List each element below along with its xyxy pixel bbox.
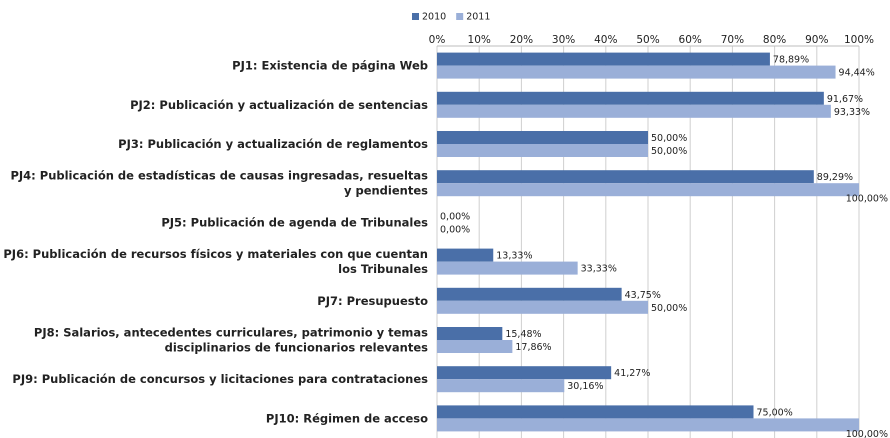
bar xyxy=(437,287,622,301)
category-label: PJ7: Presupuesto xyxy=(317,293,428,307)
category-label: PJ4: Publicación de estadísticas de caus… xyxy=(10,168,428,197)
value-label: 0,00% xyxy=(440,224,470,235)
bar xyxy=(437,91,824,105)
category-label: PJ6: Publicación de recursos físicos y m… xyxy=(3,247,428,276)
x-tick-label: 80% xyxy=(763,34,786,46)
value-label: 75,00% xyxy=(757,407,793,418)
bar xyxy=(437,340,513,353)
value-label: 91,67% xyxy=(827,94,863,105)
bar xyxy=(437,170,814,184)
bar xyxy=(437,144,648,157)
value-label: 89,29% xyxy=(817,172,853,183)
category-label: PJ9: Publicación de concursos y licitaci… xyxy=(12,372,428,386)
x-tick-label: 10% xyxy=(468,34,491,46)
value-label: 0,00% xyxy=(440,211,470,222)
legend-label: 2011 xyxy=(466,12,490,23)
bar xyxy=(437,52,770,66)
value-label: 78,89% xyxy=(773,55,809,66)
category-label: PJ5: Publicación de agenda de Tribunales xyxy=(161,215,428,229)
value-label: 43,75% xyxy=(625,290,661,301)
value-label: 50,00% xyxy=(651,303,687,314)
bar xyxy=(437,261,578,275)
x-tick-label: 70% xyxy=(721,34,744,46)
category-label: PJ8: Salarios, antecedentes curriculares… xyxy=(34,325,428,354)
value-label: 33,33% xyxy=(581,264,617,275)
x-tick-label: 0% xyxy=(429,34,446,46)
bar xyxy=(437,379,565,393)
value-label: 17,86% xyxy=(515,342,551,353)
category-label: PJ10: Régimen de acceso xyxy=(266,411,428,425)
value-label: 15,48% xyxy=(505,329,541,340)
value-label: 94,44% xyxy=(839,68,875,79)
bar xyxy=(437,405,754,419)
value-label: 30,16% xyxy=(567,381,603,392)
value-label: 100,00% xyxy=(846,429,888,438)
legend-swatch xyxy=(412,13,419,20)
x-tick-label: 20% xyxy=(510,34,533,46)
category-label: PJ2: Publicación y actualización de sent… xyxy=(130,97,428,111)
value-label: 50,00% xyxy=(651,146,687,157)
legend-swatch xyxy=(456,13,464,20)
x-tick-label: 30% xyxy=(552,34,575,46)
value-label: 41,27% xyxy=(614,368,650,379)
bar xyxy=(437,248,494,262)
value-label: 93,33% xyxy=(834,107,870,118)
x-tick-label: 90% xyxy=(805,34,828,46)
bar xyxy=(437,327,503,340)
category-label: PJ3: Publicación y actualización de regl… xyxy=(118,137,428,151)
bar xyxy=(437,300,648,314)
bar xyxy=(437,366,612,380)
bar xyxy=(437,104,831,118)
x-tick-label: 40% xyxy=(594,34,617,46)
value-label: 100,00% xyxy=(846,194,888,205)
bar xyxy=(437,418,859,432)
x-tick-label: 60% xyxy=(679,34,702,46)
value-label: 13,33% xyxy=(496,251,532,262)
bar xyxy=(437,65,836,79)
legend-label: 2010 xyxy=(422,12,446,23)
x-tick-label: 100% xyxy=(844,34,874,46)
x-tick-label: 50% xyxy=(636,34,659,46)
value-label: 50,00% xyxy=(651,133,687,144)
category-label: PJ1: Existencia de página Web xyxy=(232,58,428,72)
bar xyxy=(437,183,859,197)
bar xyxy=(437,131,648,144)
